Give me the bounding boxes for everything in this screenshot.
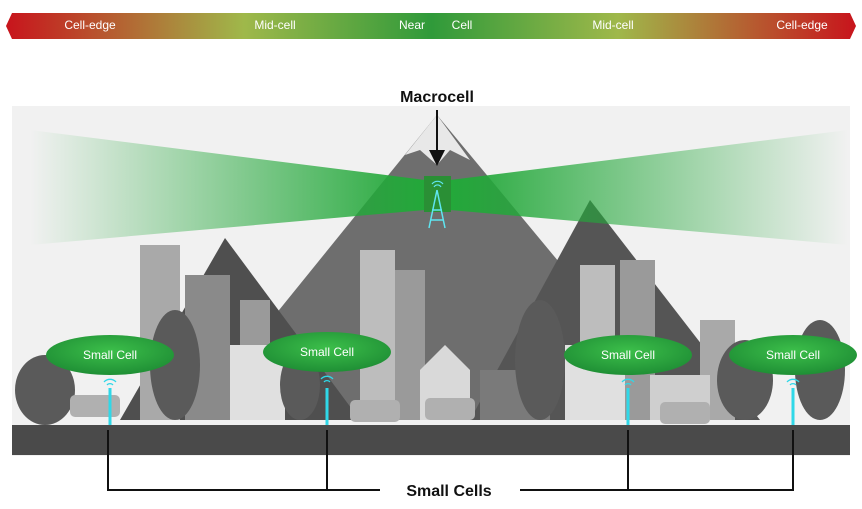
car (425, 398, 475, 420)
bar-label: Mid-cell (254, 18, 295, 32)
building (360, 250, 395, 420)
bar-label: Near (399, 18, 425, 32)
bar-label: Mid-cell (592, 18, 633, 32)
ground (12, 425, 850, 455)
small-cell-label: Small Cell (83, 348, 137, 362)
small-cell-label: Small Cell (601, 348, 655, 362)
bar-label: Cell-edge (776, 18, 828, 32)
page: Macrocell and Small Cells {"top_bar": {"… (0, 0, 862, 504)
diagram: Cell-edge Mid-cell Near Cell Mid-cell Ce… (0, 0, 862, 504)
bar-label: Cell (452, 18, 473, 32)
car (350, 400, 400, 422)
car (660, 402, 710, 424)
macrocell-label: Macrocell (400, 89, 474, 106)
body: Cell-edge Mid-cell Near Cell Mid-cell Ce… (0, 0, 862, 504)
small-cells-caption: Small Cells (406, 483, 491, 500)
small-cell-label: Small Cell (766, 348, 820, 362)
car (70, 395, 120, 417)
small-cell-label: Small Cell (300, 345, 354, 359)
signal-bar (6, 13, 856, 39)
tree (515, 300, 565, 420)
bar-label: Cell-edge (64, 18, 116, 32)
